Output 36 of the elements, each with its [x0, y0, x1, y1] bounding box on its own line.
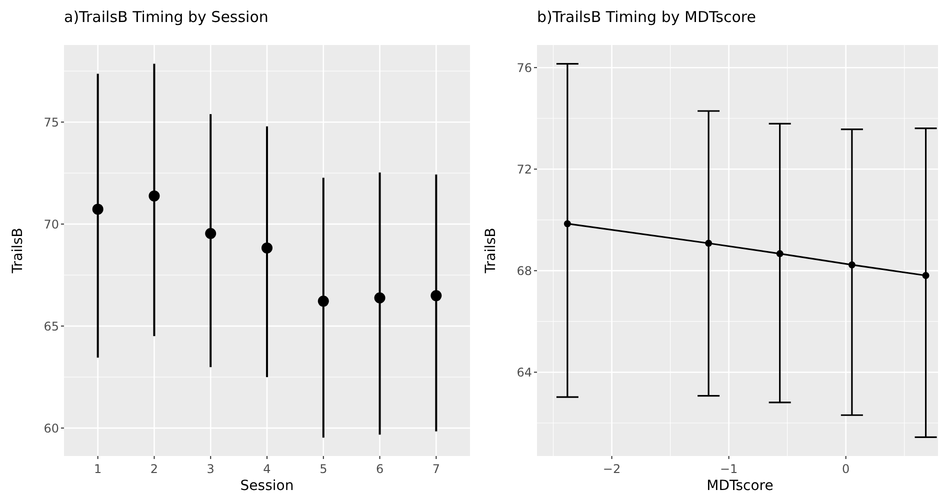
- x-tick-label: 6: [376, 462, 384, 476]
- x-tick-label: 1: [94, 462, 102, 476]
- y-tick-label: 60: [44, 421, 59, 436]
- y-tick-label: 68: [516, 264, 532, 278]
- y-axis-title: TrailsB: [483, 228, 499, 274]
- point: [92, 204, 104, 215]
- x-axis-title: Session: [240, 478, 294, 494]
- chart-title: b)TrailsB Timing by MDTscore: [537, 8, 756, 26]
- chart-title: a)TrailsB Timing by Session: [64, 8, 268, 26]
- y-tick-label: 64: [516, 365, 532, 380]
- x-tick-label: 3: [206, 462, 214, 476]
- point: [430, 290, 442, 302]
- point: [922, 272, 930, 280]
- point: [374, 292, 386, 304]
- y-tick-label: 75: [44, 115, 59, 130]
- x-tick-label: 2: [150, 462, 158, 476]
- point: [705, 240, 712, 247]
- point: [564, 220, 571, 228]
- y-tick-label: 72: [516, 162, 532, 176]
- point: [148, 190, 160, 202]
- point: [262, 242, 272, 254]
- y-tick-label: 70: [44, 217, 59, 232]
- point: [205, 228, 216, 239]
- x-tick-label: 0: [842, 462, 850, 476]
- x-tick-label: 4: [263, 462, 271, 476]
- x-tick-label: −1: [720, 462, 738, 476]
- x-tick-label: −2: [602, 462, 621, 476]
- point: [318, 296, 329, 307]
- point: [776, 250, 784, 258]
- x-tick-label: 7: [432, 462, 440, 476]
- x-tick-label: 5: [320, 462, 328, 476]
- y-tick-label: 65: [44, 319, 59, 334]
- y-tick-label: 76: [516, 60, 532, 75]
- point: [848, 261, 856, 268]
- x-axis-title: MDTscore: [706, 478, 774, 494]
- y-axis-title: TrailsB: [10, 228, 26, 274]
